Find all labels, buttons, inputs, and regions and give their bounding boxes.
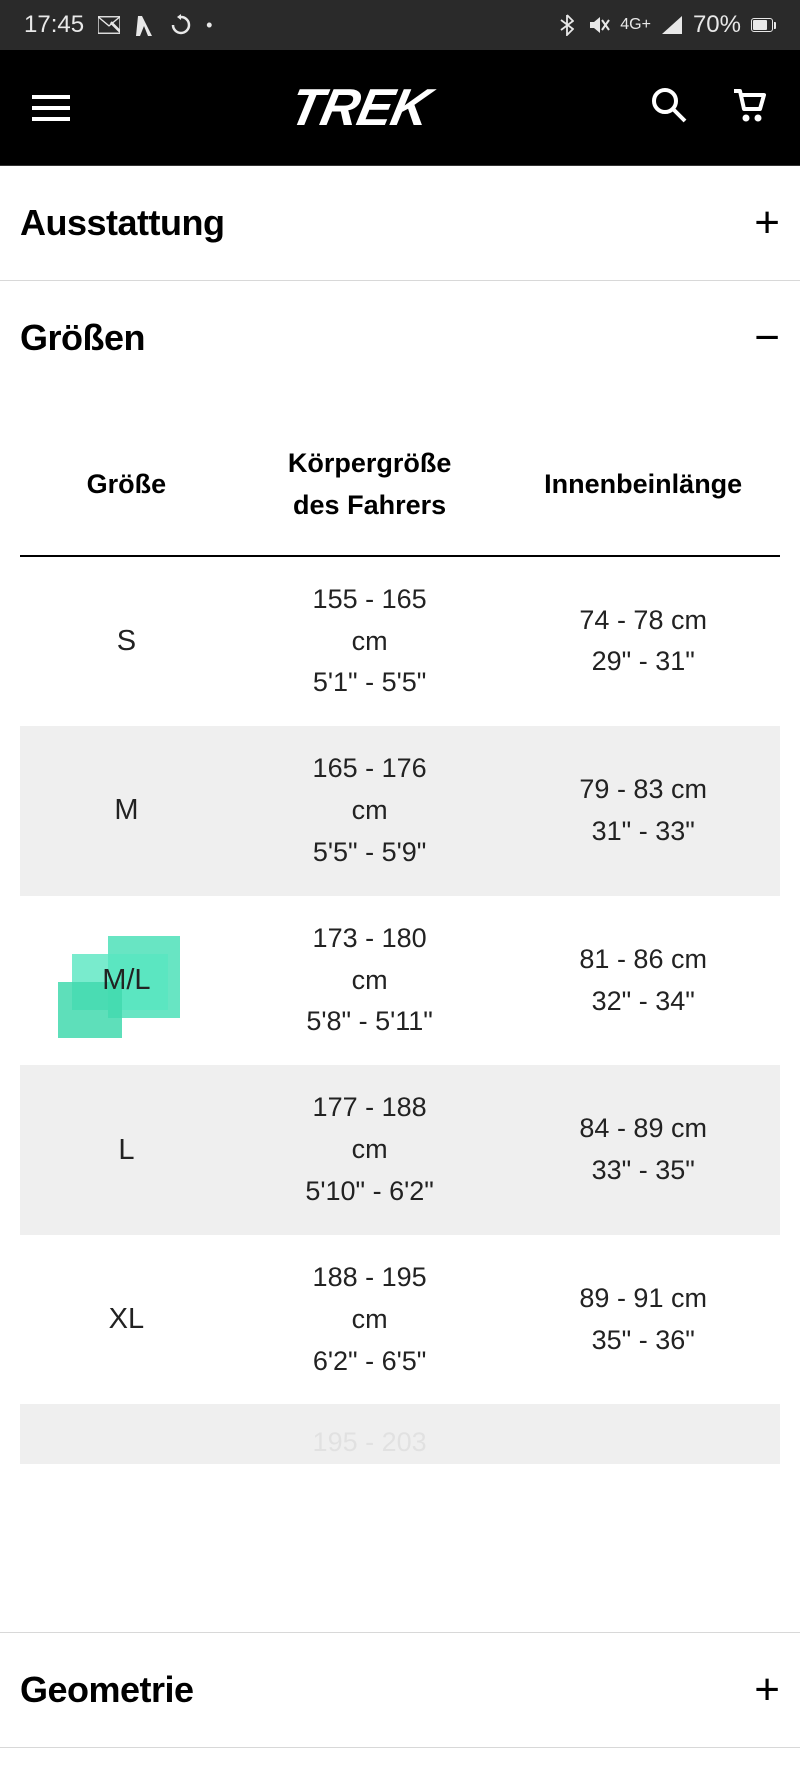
logo[interactable]: TREK xyxy=(285,78,435,138)
lambda-icon xyxy=(134,14,156,36)
inseam-cell: 81 - 86 cm32" - 34" xyxy=(506,896,780,1066)
table-body: S155 - 165cm5'1" - 5'5"74 - 78 cm29" - 3… xyxy=(20,556,780,1465)
accordion-equipment[interactable]: Ausstattung + xyxy=(0,166,800,281)
menu-button[interactable] xyxy=(32,95,70,121)
battery-label: 70% xyxy=(693,11,741,39)
status-left: 17:45 • xyxy=(24,11,212,39)
height-cell: 155 - 165cm5'1" - 5'5" xyxy=(233,556,507,727)
mail-icon xyxy=(98,14,120,36)
accordion-sizes-title: Größen xyxy=(20,317,145,359)
inseam-cell: 84 - 89 cm33" - 35" xyxy=(506,1065,780,1235)
minus-icon: − xyxy=(754,313,780,363)
cart-icon[interactable] xyxy=(728,85,768,130)
status-right: 4G+ 70% xyxy=(556,11,776,39)
inseam-cell: 89 - 91 cm35" - 36" xyxy=(506,1235,780,1405)
header-height: Körpergröße des Fahrers xyxy=(233,425,507,556)
nav-bar: TREK xyxy=(0,50,800,166)
search-icon[interactable] xyxy=(650,86,688,129)
signal-icon xyxy=(661,14,683,36)
size-cell: XL xyxy=(20,1235,233,1405)
mute-icon xyxy=(588,14,610,36)
size-cell: M xyxy=(20,726,233,896)
size-cell: M/L xyxy=(20,896,233,1066)
accordion-geometry[interactable]: Geometrie + xyxy=(0,1632,800,1748)
accordion-geometry-title: Geometrie xyxy=(20,1669,194,1711)
size-cell: S xyxy=(20,556,233,727)
inseam-cell: 74 - 78 cm29" - 31" xyxy=(506,556,780,727)
height-cell: 165 - 176cm5'5" - 5'9" xyxy=(233,726,507,896)
header-inseam: Innenbeinlänge xyxy=(506,425,780,556)
height-cell: 173 - 180cm5'8" - 5'11" xyxy=(233,896,507,1066)
table-row: M165 - 176cm5'5" - 5'9"79 - 83 cm31" - 3… xyxy=(20,726,780,896)
accordion-sizes[interactable]: Größen − xyxy=(0,281,800,395)
table-row: M/L173 - 180cm5'8" - 5'11"81 - 86 cm32" … xyxy=(20,896,780,1066)
size-cell: L xyxy=(20,1065,233,1235)
sync-icon xyxy=(170,14,192,36)
status-bar: 17:45 • 4G+ 70% xyxy=(0,0,800,50)
table-row: XL188 - 195cm6'2" - 6'5"89 - 91 cm35" - … xyxy=(20,1235,780,1405)
battery-icon xyxy=(751,18,776,32)
table-header-row: Größe Körpergröße des Fahrers Innenbeinl… xyxy=(20,425,780,556)
plus-icon: + xyxy=(754,198,780,248)
plus-icon: + xyxy=(754,1665,780,1715)
dot-icon: • xyxy=(206,15,212,36)
table-row-partial: 195 - 203 xyxy=(20,1404,780,1464)
size-table: Größe Körpergröße des Fahrers Innenbeinl… xyxy=(0,425,800,1464)
bluetooth-icon xyxy=(556,14,578,36)
table-row: S155 - 165cm5'1" - 5'5"74 - 78 cm29" - 3… xyxy=(20,556,780,727)
inseam-cell: 79 - 83 cm31" - 33" xyxy=(506,726,780,896)
header-size: Größe xyxy=(20,425,233,556)
height-cell: 177 - 188cm5'10" - 6'2" xyxy=(233,1065,507,1235)
network-label: 4G+ xyxy=(620,16,651,34)
table-row: L177 - 188cm5'10" - 6'2"84 - 89 cm33" - … xyxy=(20,1065,780,1235)
accordion-equipment-title: Ausstattung xyxy=(20,202,225,244)
status-time: 17:45 xyxy=(24,11,84,39)
height-cell: 188 - 195cm6'2" - 6'5" xyxy=(233,1235,507,1405)
